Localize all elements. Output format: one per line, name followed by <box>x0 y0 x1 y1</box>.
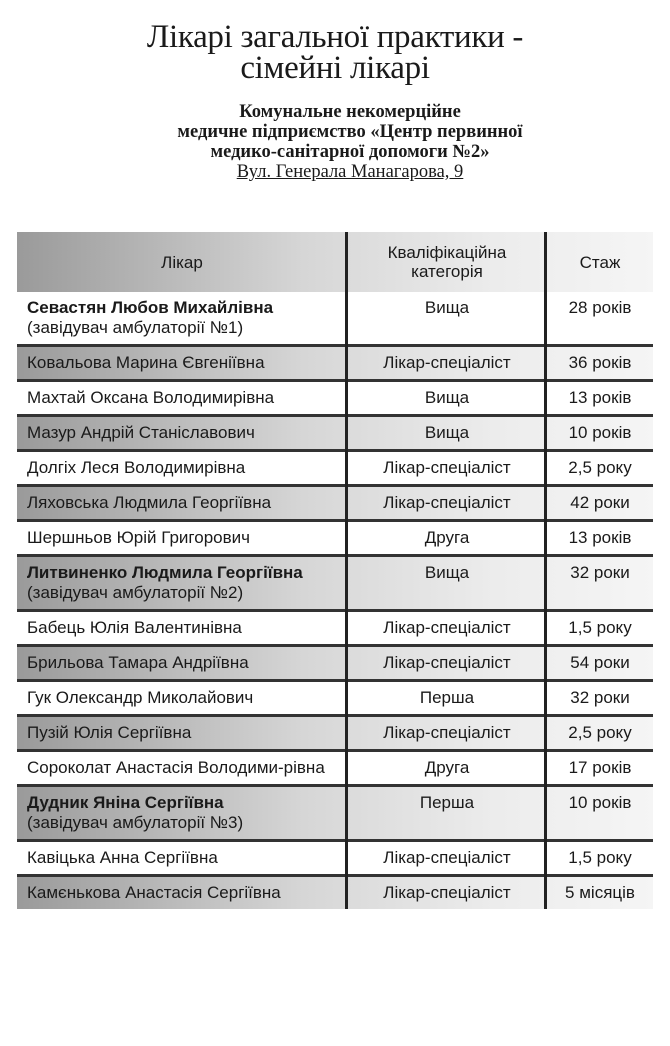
doctor-name: Брильова Тамара Андріївна <box>27 653 249 672</box>
category-cell: Лікар-спеціаліст <box>345 840 546 876</box>
table-row: Литвиненко Людмила Георгіївна (завідувач … <box>17 555 653 611</box>
title-line: сімейні лікарі <box>240 50 430 86</box>
doctor-name: Мазур Андрій Станіславович <box>27 423 255 442</box>
doctor-name: Шершньов Юрій Григорович <box>27 528 250 547</box>
table-row: Дудник Яніна Сергіївна (завідувач амбулат… <box>17 785 653 841</box>
doctor-cell: Камєнькова Анастасія Сергіївна <box>17 876 347 910</box>
table-row: Кавіцька Анна Сергіївна Лікар-спеціаліст… <box>17 840 653 876</box>
doctor-note: (завідувач амбулаторії №3) <box>27 813 244 832</box>
experience-cell: 36 років <box>544 345 653 381</box>
doctor-cell: Шершньов Юрій Григорович <box>17 521 347 556</box>
header-doctor: Лікар <box>161 252 203 272</box>
experience-cell: 10 років <box>544 785 653 841</box>
category-cell: Лікар-спеціаліст <box>345 875 546 909</box>
category-cell: Лікар-спеціаліст <box>345 645 546 681</box>
table-row: Гук Олександр Миколайович Перша 32 роки <box>17 680 653 716</box>
doctor-cell: Дудник Яніна Сергіївна (завідувач амбулат… <box>17 786 347 841</box>
page-title: Лікарі загальної практики - сімейні ліка… <box>0 19 670 86</box>
doctor-name: Гук Олександр Миколайович <box>27 688 254 707</box>
table-row: Шершньов Юрій Григорович Друга 13 років <box>17 520 653 556</box>
experience-cell: 42 роки <box>544 485 653 521</box>
title-line: Лікарі загальної практики - <box>146 19 524 55</box>
organization-name: Комунальне некомерційне медичне підприєм… <box>0 102 670 162</box>
doctor-note: (завідувач амбулаторії №1) <box>27 318 244 337</box>
table-row: Мазур Андрій Станіславович Вища 10 років <box>17 415 653 451</box>
doctor-name: Литвиненко Людмила Георгіївна <box>27 563 303 582</box>
header-experience: Стаж <box>544 232 653 292</box>
doctor-name: Махтай Оксана Володимирівна <box>27 388 275 407</box>
table-row: Махтай Оксана Володимирівна Вища 13 рокі… <box>17 380 653 416</box>
org-line: Комунальне некомерційне <box>239 102 461 122</box>
doctor-cell: Ляховська Людмила Георгіївна <box>17 486 347 521</box>
category-cell: Перша <box>345 785 546 841</box>
header-category: Кваліфікаційна категорія <box>345 232 546 292</box>
category-cell: Друга <box>345 520 546 556</box>
experience-cell: 2,5 року <box>544 715 653 751</box>
doctor-cell: Долгіх Леся Володимирівна <box>17 451 347 486</box>
category-cell: Лікар-спеціаліст <box>345 485 546 521</box>
doctor-name: Долгіх Леся Володимирівна <box>27 458 246 477</box>
doctor-cell: Бабець Юлія Валентинівна <box>17 611 347 646</box>
table-row: Бабець Юлія Валентинівна Лікар-спеціаліс… <box>17 610 653 646</box>
category-cell: Лікар-спеціаліст <box>345 450 546 486</box>
category-cell: Лікар-спеціаліст <box>345 345 546 381</box>
experience-cell: 32 роки <box>544 555 653 611</box>
category-cell: Лікар-спеціаліст <box>345 715 546 751</box>
doctor-name: Кавіцька Анна Сергіївна <box>27 848 218 867</box>
doctor-cell: Мазур Андрій Станіславович <box>17 416 347 451</box>
table-row: Камєнькова Анастасія Сергіївна Лікар-спе… <box>17 875 653 910</box>
doctor-name: Дудник Яніна Сергіївна <box>27 793 224 812</box>
doctors-table: Лікар Кваліфікаційна категорія Стаж Сева… <box>17 232 653 909</box>
doctor-cell: Брильова Тамара Андріївна <box>17 646 347 681</box>
doctor-name: Ляховська Людмила Георгіївна <box>27 493 272 512</box>
category-cell: Вища <box>345 415 546 451</box>
doctor-cell: Кавіцька Анна Сергіївна <box>17 841 347 876</box>
category-cell: Друга <box>345 750 546 786</box>
table-row: Сороколат Анастасія Володими-рівна Друга… <box>17 750 653 786</box>
table-row: Долгіх Леся Володимирівна Лікар-спеціалі… <box>17 450 653 486</box>
experience-cell: 13 років <box>544 520 653 556</box>
doctor-cell: Ковальова Марина Євгеніївна <box>17 346 347 381</box>
experience-cell: 54 роки <box>544 645 653 681</box>
category-cell: Вища <box>345 555 546 611</box>
category-cell: Вища <box>345 380 546 416</box>
doctor-name: Ковальова Марина Євгеніївна <box>27 353 265 372</box>
category-cell: Лікар-спеціаліст <box>345 610 546 646</box>
category-cell: Перша <box>345 680 546 716</box>
table-row: Пузій Юлія Сергіївна Лікар-спеціаліст 2,… <box>17 715 653 751</box>
table-row: Ковальова Марина Євгеніївна Лікар-спеціа… <box>17 345 653 381</box>
doctor-note: (завідувач амбулаторії №2) <box>27 583 244 602</box>
experience-cell: 32 роки <box>544 680 653 716</box>
table-header-row: Лікар Кваліфікаційна категорія Стаж <box>17 232 653 292</box>
doctor-cell: Севастян Любов Михайлівна (завідувач амбу… <box>17 292 347 346</box>
doctor-cell: Махтай Оксана Володимирівна <box>17 381 347 416</box>
doctor-name: Сороколат Анастасія Володими-рівна <box>27 758 325 777</box>
doctor-cell: Литвиненко Людмила Георгіївна (завідувач … <box>17 556 347 611</box>
experience-cell: 17 років <box>544 750 653 786</box>
experience-cell: 1,5 року <box>544 610 653 646</box>
experience-cell: 5 місяців <box>544 875 653 909</box>
doctor-cell: Сороколат Анастасія Володими-рівна <box>17 751 347 786</box>
experience-cell: 2,5 року <box>544 450 653 486</box>
table-row: Севастян Любов Михайлівна (завідувач амбу… <box>17 292 653 346</box>
doctor-name: Пузій Юлія Сергіївна <box>27 723 192 742</box>
doctor-cell: Пузій Юлія Сергіївна <box>17 716 347 751</box>
doctor-name: Севастян Любов Михайлівна <box>27 298 274 317</box>
doctor-cell: Гук Олександр Миколайович <box>17 681 347 716</box>
doctor-name: Камєнькова Анастасія Сергіївна <box>27 883 281 902</box>
experience-cell: 1,5 року <box>544 840 653 876</box>
org-line: медико-санітарної допомоги №2» <box>210 142 490 162</box>
experience-cell: 10 років <box>544 415 653 451</box>
address: Вул. Генерала Манагарова, 9 <box>236 162 464 182</box>
doctor-name: Бабець Юлія Валентинівна <box>27 618 242 637</box>
org-line: медичне підприємство «Центр первинної <box>177 122 523 142</box>
table-row: Ляховська Людмила Георгіївна Лікар-спеці… <box>17 485 653 521</box>
experience-cell: 28 років <box>544 292 653 346</box>
table-row: Брильова Тамара Андріївна Лікар-спеціалі… <box>17 645 653 681</box>
category-cell: Вища <box>345 292 546 346</box>
experience-cell: 13 років <box>544 380 653 416</box>
